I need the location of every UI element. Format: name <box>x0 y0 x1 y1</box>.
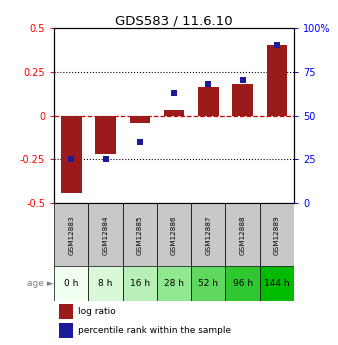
Bar <box>198 87 219 116</box>
Bar <box>88 266 123 301</box>
Text: 96 h: 96 h <box>233 279 253 288</box>
Bar <box>225 266 260 301</box>
Bar <box>129 116 150 122</box>
Text: 144 h: 144 h <box>264 279 290 288</box>
Bar <box>164 110 184 116</box>
Text: GSM12884: GSM12884 <box>102 215 108 255</box>
Bar <box>157 266 191 301</box>
Text: 52 h: 52 h <box>198 279 218 288</box>
Text: 16 h: 16 h <box>130 279 150 288</box>
Text: 28 h: 28 h <box>164 279 184 288</box>
Bar <box>59 323 73 338</box>
Bar <box>54 204 88 266</box>
Bar <box>157 204 191 266</box>
Bar <box>61 116 81 193</box>
Text: GSM12889: GSM12889 <box>274 215 280 255</box>
Title: GDS583 / 11.6.10: GDS583 / 11.6.10 <box>115 14 233 28</box>
Bar <box>95 116 116 154</box>
Text: GSM12886: GSM12886 <box>171 215 177 255</box>
Bar <box>88 204 123 266</box>
Text: GSM12887: GSM12887 <box>206 215 211 255</box>
Bar <box>260 204 294 266</box>
Bar <box>59 304 73 319</box>
Bar <box>225 204 260 266</box>
Bar <box>191 266 225 301</box>
Bar <box>54 266 88 301</box>
Text: age ►: age ► <box>27 279 54 288</box>
Bar <box>123 204 157 266</box>
Bar <box>123 266 157 301</box>
Bar <box>267 45 287 116</box>
Text: percentile rank within the sample: percentile rank within the sample <box>78 326 231 335</box>
Bar <box>232 84 253 116</box>
Bar <box>260 266 294 301</box>
Text: 8 h: 8 h <box>98 279 113 288</box>
Text: GSM12885: GSM12885 <box>137 215 143 255</box>
Text: 0 h: 0 h <box>64 279 78 288</box>
Bar <box>191 204 225 266</box>
Text: GSM12888: GSM12888 <box>240 215 246 255</box>
Text: GSM12883: GSM12883 <box>68 215 74 255</box>
Text: log ratio: log ratio <box>78 307 116 316</box>
